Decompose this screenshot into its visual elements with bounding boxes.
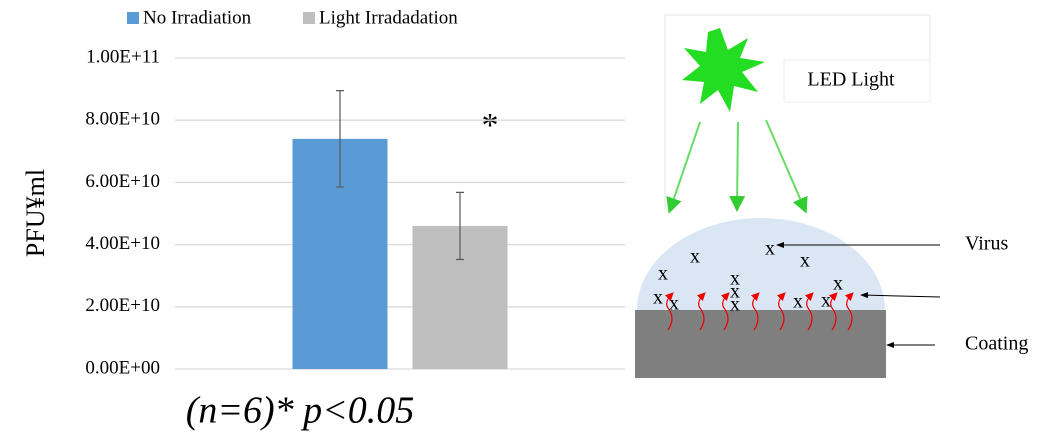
coating-label: Coating — [965, 333, 1028, 355]
virus-symbol: x — [658, 263, 668, 285]
y-tick-label: 1.00E+11 — [86, 46, 160, 67]
legend-label: No Irradiation — [143, 7, 252, 28]
virus-symbol: x — [833, 273, 843, 295]
legend-swatch — [127, 12, 139, 24]
virus-symbol: x — [765, 238, 775, 260]
y-axis-label: PFU¥ml — [21, 169, 50, 257]
y-tick-label: 6.00E+10 — [85, 171, 160, 192]
virus-symbol: x — [690, 246, 700, 268]
footnote: (n=6)* p<0.05 — [186, 390, 415, 432]
coating — [635, 310, 886, 378]
virus-symbol: x — [793, 291, 803, 313]
y-tick-label: 8.00E+10 — [85, 109, 160, 130]
y-tick-label: 2.00E+10 — [85, 295, 160, 316]
virus-symbol: x — [653, 287, 663, 309]
legend-swatch — [303, 12, 315, 24]
virus-symbol: x — [800, 250, 810, 272]
virus-label: Virus — [965, 233, 1008, 255]
light-frame — [665, 15, 930, 210]
virus-symbol: x — [821, 290, 831, 312]
legend-label: Light Irradadation — [319, 7, 458, 28]
virus-symbol: x — [730, 281, 740, 303]
significance-mark: * — [482, 107, 499, 144]
y-tick-label: 0.00E+00 — [85, 357, 160, 378]
virus-symbol: x — [669, 293, 679, 315]
led-star — [682, 28, 765, 112]
y-tick-label: 4.00E+10 — [85, 233, 160, 254]
light-rays — [670, 120, 805, 210]
figure: PFU¥ml * (n=6)* p<0.05 LED Light xxxxxxx… — [0, 0, 1048, 440]
light-label: LED Light — [807, 69, 895, 91]
